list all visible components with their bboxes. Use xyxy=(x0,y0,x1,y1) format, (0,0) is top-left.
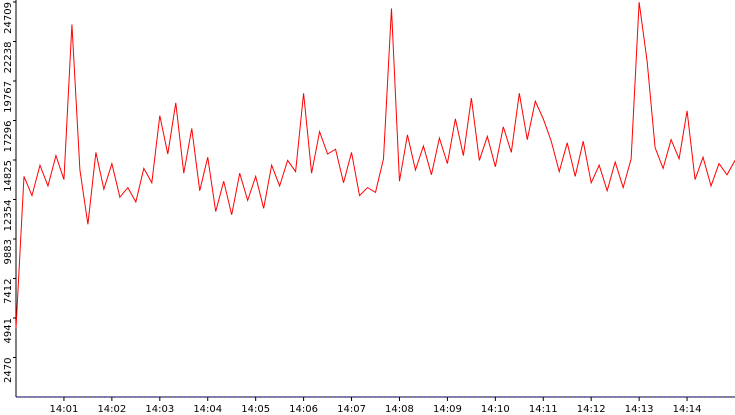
y-tick-label: 19767 xyxy=(3,81,14,113)
x-tick-label: 14:12 xyxy=(577,404,606,415)
x-tick-label: 14:03 xyxy=(145,404,174,415)
y-tick-label: 7412 xyxy=(3,279,14,304)
x-tick-label: 14:01 xyxy=(50,404,79,415)
x-tick-label: 14:09 xyxy=(433,404,462,415)
y-tick-label: 12354 xyxy=(3,200,14,232)
x-tick-label: 14:11 xyxy=(529,404,558,415)
y-tick-label: 4941 xyxy=(3,318,14,343)
x-tick-label: 14:04 xyxy=(193,404,222,415)
x-tick-label: 14:13 xyxy=(625,404,654,415)
x-tick-label: 14:07 xyxy=(337,404,366,415)
series-line xyxy=(15,2,735,329)
x-tick-label: 14:05 xyxy=(241,404,270,415)
y-tick-label: 2470 xyxy=(3,358,14,383)
x-tick-label: 14:14 xyxy=(673,404,702,415)
y-tick-label: 22238 xyxy=(3,42,14,74)
y-tick-label: 14825 xyxy=(3,160,14,192)
y-tick-label: 17296 xyxy=(3,121,14,153)
y-tick-label: 9883 xyxy=(3,239,14,264)
x-tick-label: 14:08 xyxy=(385,404,414,415)
y-tick-label: 24709 xyxy=(3,2,14,34)
x-tick-label: 14:06 xyxy=(289,404,318,415)
x-tick-label: 14:02 xyxy=(97,404,126,415)
x-tick-label: 14:10 xyxy=(481,404,510,415)
